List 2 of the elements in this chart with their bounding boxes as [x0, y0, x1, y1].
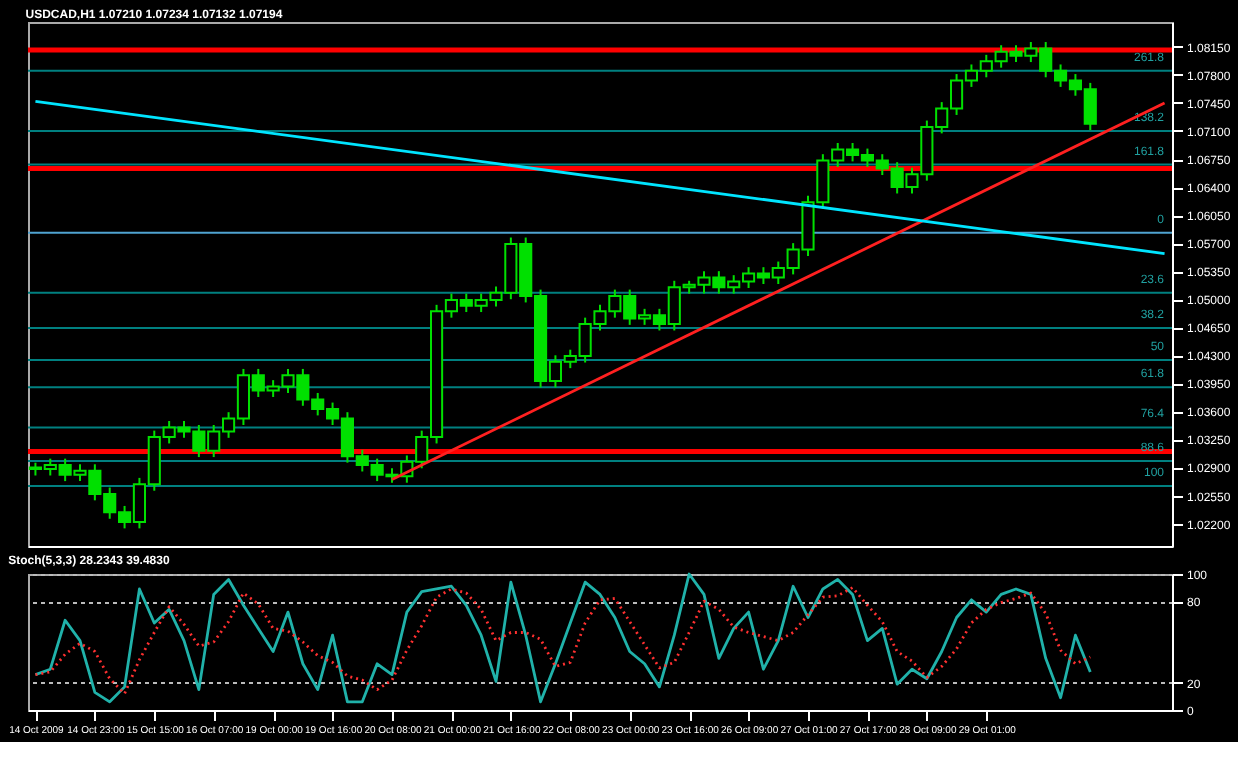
- line-series: [34, 572, 1092, 704]
- line-series: [34, 586, 1092, 696]
